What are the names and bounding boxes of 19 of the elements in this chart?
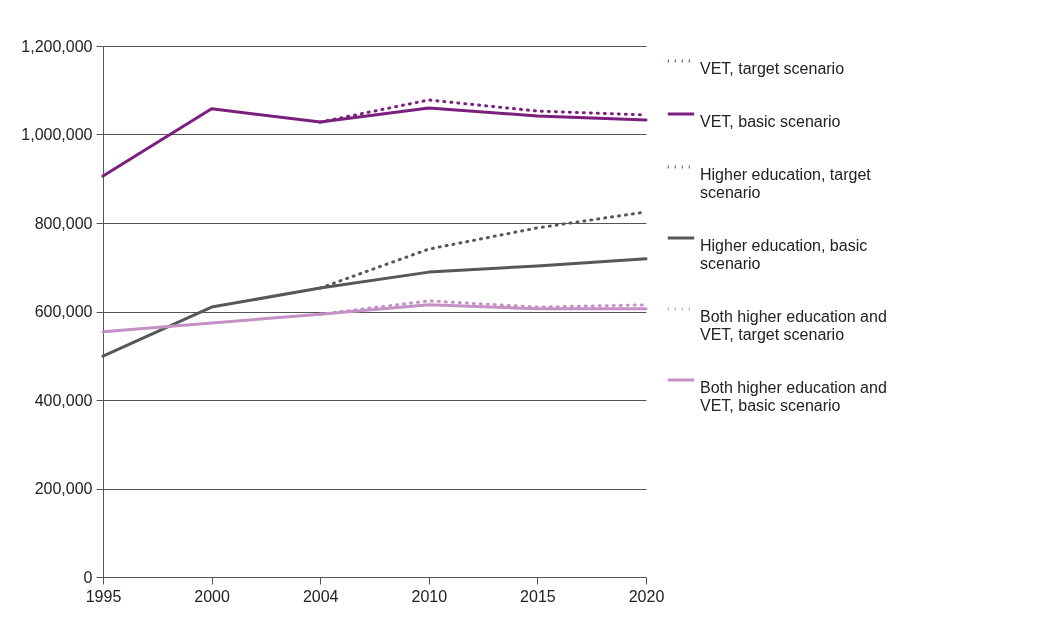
x-tick-label: 2015	[520, 587, 556, 605]
x-tick-label: 2000	[194, 587, 230, 605]
legend-label: Higher education, basic scenario	[700, 237, 868, 272]
y-tick-label: 200,000	[34, 480, 93, 497]
x-tick-label: 2020	[628, 587, 665, 605]
legend-label: Both higher education and VET, target scenario	[700, 308, 887, 343]
y-tick-label: 800,000	[34, 214, 93, 232]
y-tick-label: 0	[83, 568, 93, 586]
y-tick-label: 600,000	[34, 303, 93, 320]
y-tick-label: 1,200,000	[21, 37, 93, 55]
x-tick-label: 2004	[302, 587, 339, 605]
x-tick-label: 2010	[411, 587, 448, 605]
legend-label: Both higher education and VET, basic scenario	[700, 379, 887, 414]
x-tick-label: 1995	[85, 587, 122, 605]
y-tick-label: 1,000,000	[21, 126, 93, 143]
legend-label: Higher education, target scenario	[700, 166, 872, 201]
legend-label: VET, target scenario	[700, 60, 845, 77]
legend-label: VET, basic scenario	[700, 113, 841, 130]
y-tick-label: 400,000	[34, 391, 93, 409]
